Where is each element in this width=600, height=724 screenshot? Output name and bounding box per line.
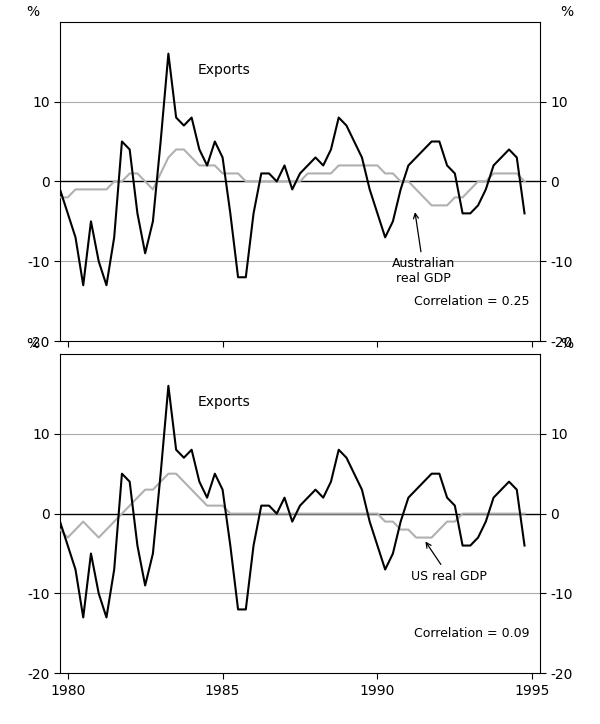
Text: Exports: Exports [198,62,251,77]
Text: %: % [26,4,40,19]
Text: Australian
real GDP: Australian real GDP [392,214,455,285]
Text: %: % [560,4,574,19]
Text: Correlation = 0.25: Correlation = 0.25 [413,295,529,308]
Text: Correlation = 0.09: Correlation = 0.09 [413,628,529,641]
Text: US real GDP: US real GDP [411,542,487,583]
Text: Exports: Exports [198,395,251,409]
Text: %: % [560,337,574,350]
Text: %: % [26,337,40,350]
